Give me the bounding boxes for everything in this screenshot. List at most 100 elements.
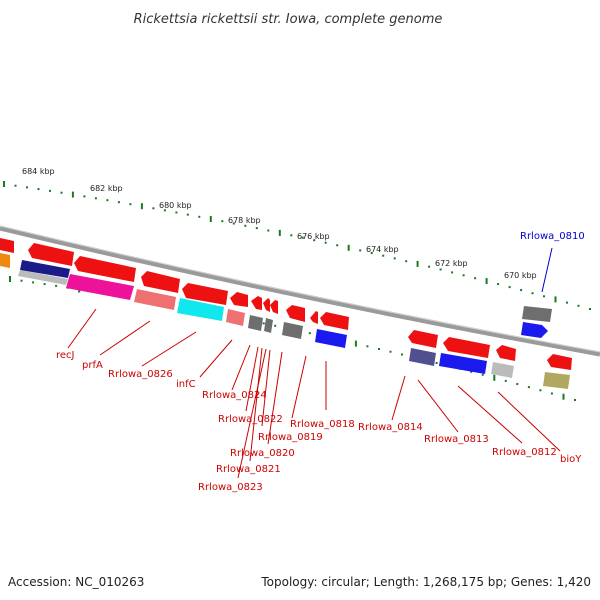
- gene-feature[interactable]: [248, 315, 263, 331]
- gene-label[interactable]: Rrlowa_0824: [202, 390, 267, 401]
- gene-feature[interactable]: [547, 354, 572, 370]
- minor-tick: [382, 254, 385, 257]
- gene-label[interactable]: Rrlowa_0810: [520, 231, 585, 242]
- minor-tick: [255, 227, 258, 230]
- gene-feature[interactable]: [20, 260, 70, 278]
- gene-label[interactable]: Rrlowa_0822: [218, 414, 283, 425]
- reverse-strand-genes: [0, 238, 572, 370]
- minor-tick: [221, 220, 224, 223]
- gene-feature[interactable]: [443, 337, 490, 358]
- gene-feature[interactable]: [496, 345, 516, 361]
- minor-tick: [539, 389, 542, 392]
- minor-tick: [439, 268, 442, 271]
- scale-label: 682 kbp: [90, 184, 123, 193]
- minor-tick: [393, 257, 396, 260]
- scale-label: 674 kbp: [366, 245, 399, 254]
- minor-tick: [163, 209, 166, 212]
- gene-label[interactable]: Rrlowa_0813: [424, 434, 489, 445]
- gene-feature[interactable]: [141, 271, 180, 293]
- gene-feature[interactable]: [491, 362, 514, 378]
- minor-tick: [366, 345, 369, 348]
- minor-tick: [550, 392, 553, 395]
- minor-tick: [290, 234, 293, 237]
- minor-tick: [566, 301, 568, 304]
- minor-tick: [129, 203, 132, 206]
- scale-label: 676 kbp: [297, 232, 330, 241]
- gene-label[interactable]: Rrlowa_0818: [290, 419, 355, 430]
- gene-feature[interactable]: [264, 318, 273, 333]
- major-tick: [140, 203, 143, 210]
- genome-backbone: [0, 225, 600, 357]
- minor-tick: [308, 332, 311, 335]
- minor-tick: [516, 383, 519, 385]
- gene-feature[interactable]: [543, 372, 570, 389]
- map-title: Rickettsia rickettsii str. Iowa, complet…: [134, 12, 443, 27]
- gene-feature[interactable]: [270, 300, 278, 314]
- major-tick: [347, 244, 350, 251]
- gene-feature[interactable]: [315, 329, 347, 348]
- gene-label[interactable]: Rrlowa_0826: [108, 369, 173, 380]
- minor-tick: [470, 370, 473, 373]
- minor-tick: [83, 195, 86, 198]
- gene-feature[interactable]: [286, 305, 305, 322]
- gene-feature[interactable]: [18, 270, 68, 285]
- gene-labels: recJ prfA Rrlowa_0826 infC Rrlowa_0824 R…: [56, 231, 585, 493]
- gene-feature[interactable]: [177, 298, 224, 321]
- minor-tick: [313, 239, 316, 242]
- minor-tick: [55, 284, 58, 287]
- major-tick: [416, 260, 419, 267]
- gene-feature[interactable]: [230, 292, 248, 307]
- gene-label[interactable]: Rrlowa_0821: [216, 464, 281, 475]
- major-tick: [354, 340, 357, 347]
- gene-feature[interactable]: [282, 322, 303, 339]
- minor-tick: [531, 292, 534, 295]
- minor-tick: [520, 289, 523, 292]
- minor-tick: [186, 213, 189, 216]
- gene-feature[interactable]: [521, 322, 548, 338]
- gene-label[interactable]: Rrlowa_0819: [258, 432, 323, 443]
- gene-feature[interactable]: [28, 243, 74, 266]
- genome-summary-text: Topology: circular; Length: 1,268,175 bp…: [260, 575, 591, 589]
- minor-tick: [60, 191, 63, 194]
- gene-feature[interactable]: [408, 330, 438, 348]
- gene-label[interactable]: Rrlowa_0820: [230, 448, 295, 459]
- major-tick: [3, 181, 5, 187]
- minor-tick: [359, 249, 362, 252]
- gene-feature[interactable]: [0, 253, 10, 268]
- gene-feature[interactable]: [74, 256, 136, 282]
- minor-tick: [378, 348, 380, 350]
- major-tick: [485, 278, 488, 285]
- gene-feature[interactable]: [409, 348, 436, 366]
- minor-tick: [574, 399, 576, 401]
- minor-tick: [370, 252, 373, 255]
- minor-tick: [336, 244, 339, 247]
- minor-tick: [49, 189, 51, 192]
- gene-feature[interactable]: [320, 312, 349, 330]
- gene-feature[interactable]: [263, 298, 270, 312]
- minor-tick: [37, 188, 40, 191]
- gene-feature[interactable]: [66, 274, 134, 300]
- gene-label[interactable]: prfA: [82, 360, 103, 371]
- gene-feature[interactable]: [522, 306, 552, 322]
- minor-tick: [32, 281, 35, 284]
- gene-feature[interactable]: [0, 238, 14, 253]
- gene-feature[interactable]: [182, 283, 228, 305]
- minor-tick: [401, 353, 403, 356]
- gene-label[interactable]: bioY: [560, 454, 582, 465]
- gene-feature[interactable]: [134, 289, 176, 310]
- gene-feature[interactable]: [251, 296, 262, 310]
- gene-label[interactable]: Rrlowa_0812: [492, 447, 557, 458]
- gene-label[interactable]: recJ: [56, 350, 75, 361]
- gene-feature[interactable]: [310, 311, 318, 324]
- minor-tick: [462, 274, 465, 277]
- outer-scale-ticks: [3, 181, 591, 310]
- gene-label[interactable]: Rrlowa_0814: [358, 422, 423, 433]
- gene-label[interactable]: infC: [176, 379, 196, 390]
- gene-label[interactable]: Rrlowa_0823: [198, 482, 263, 493]
- minor-tick: [198, 215, 201, 218]
- minor-tick: [152, 207, 155, 210]
- gene-feature[interactable]: [439, 353, 487, 374]
- gene-feature[interactable]: [226, 309, 245, 326]
- minor-tick: [267, 229, 270, 232]
- major-tick: [9, 276, 11, 282]
